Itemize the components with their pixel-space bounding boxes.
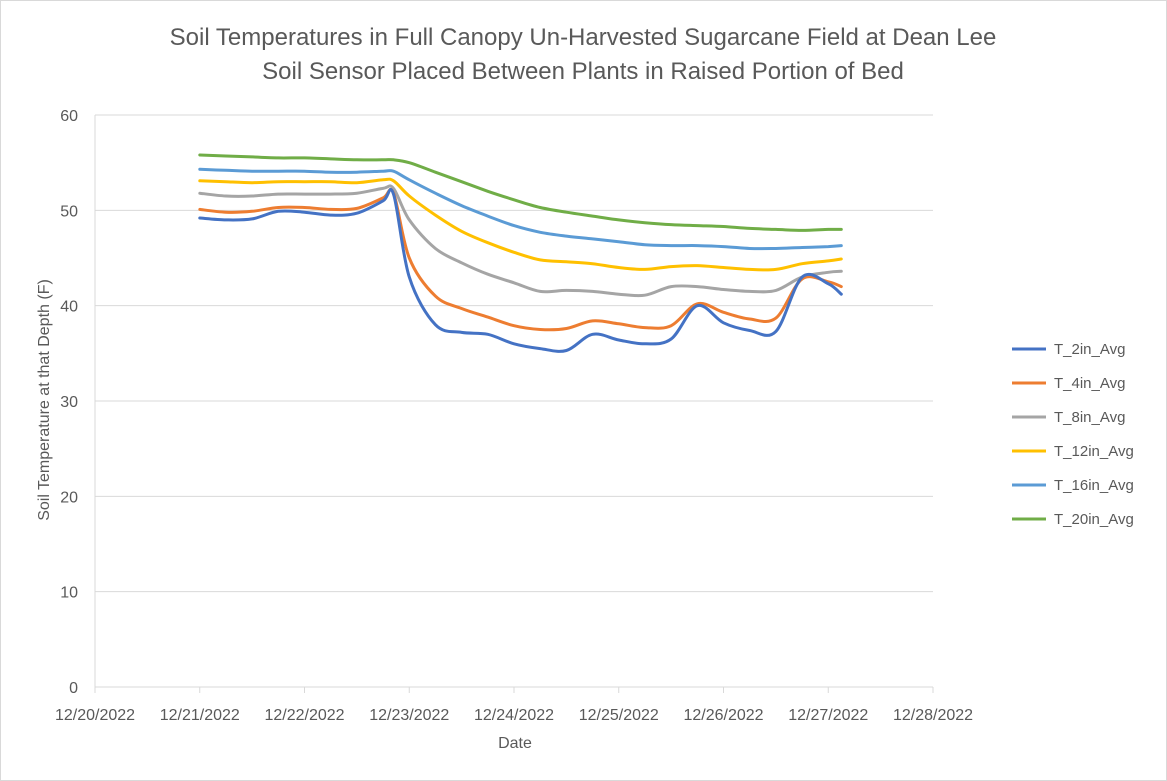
x-axis-title: Date <box>498 735 532 752</box>
legend-label-t-12in-avg: T_12in_Avg <box>1054 443 1134 460</box>
series-line-t-2in-avg <box>198 187 843 353</box>
y-tick-label: 50 <box>60 203 78 220</box>
series-lines <box>198 153 843 353</box>
legend-label-t-16in-avg: T_16in_Avg <box>1054 477 1134 494</box>
y-axis-title: Soil Temperature at that Depth (F) <box>36 279 53 521</box>
x-tick-label: 12/25/2022 <box>579 707 659 724</box>
series-line-t-20in-avg <box>198 153 843 232</box>
gridlines <box>95 114 933 593</box>
legend-label-t-20in-avg: T_20in_Avg <box>1054 511 1134 528</box>
x-tick-label: 12/28/2022 <box>893 707 973 724</box>
series-line-t-4in-avg <box>198 187 843 332</box>
legend-label-t-4in-avg: T_4in_Avg <box>1054 375 1125 392</box>
y-tick-label: 10 <box>60 585 78 602</box>
x-tick-label: 12/23/2022 <box>369 707 449 724</box>
y-tick-label: 60 <box>60 108 78 125</box>
x-tick-label: 12/27/2022 <box>788 707 868 724</box>
y-tick-label: 30 <box>60 394 78 411</box>
y-tick-label: 40 <box>60 299 78 316</box>
legend: T_2in_Avg T_4in_Avg T_8in_Avg T_12in_Avg T_1… <box>1012 341 1134 528</box>
series-line-t-12in-avg <box>198 177 843 272</box>
x-tick-label: 12/22/2022 <box>264 707 344 724</box>
x-tick-label: 12/21/2022 <box>160 707 240 724</box>
legend-label-t-2in-avg: T_2in_Avg <box>1054 341 1125 358</box>
x-tick-label: 12/20/2022 <box>55 707 135 724</box>
y-tick-label: 0 <box>69 680 78 697</box>
x-tick-label: 12/26/2022 <box>683 707 763 724</box>
y-tick-label: 20 <box>60 489 78 506</box>
series-line-t-16in-avg <box>198 167 843 251</box>
legend-label-t-8in-avg: T_8in_Avg <box>1054 409 1125 426</box>
chart-subtitle: Soil Sensor Placed Between Plants in Rai… <box>262 58 904 85</box>
chart-title: Soil Temperatures in Full Canopy Un-Harv… <box>170 24 997 51</box>
x-tick-label: 12/24/2022 <box>474 707 554 724</box>
series-line-t-8in-avg <box>198 184 843 298</box>
axes: 0 10 20 30 40 50 60 12/20/2022 12/21/2022 12/22/2… <box>55 108 973 724</box>
